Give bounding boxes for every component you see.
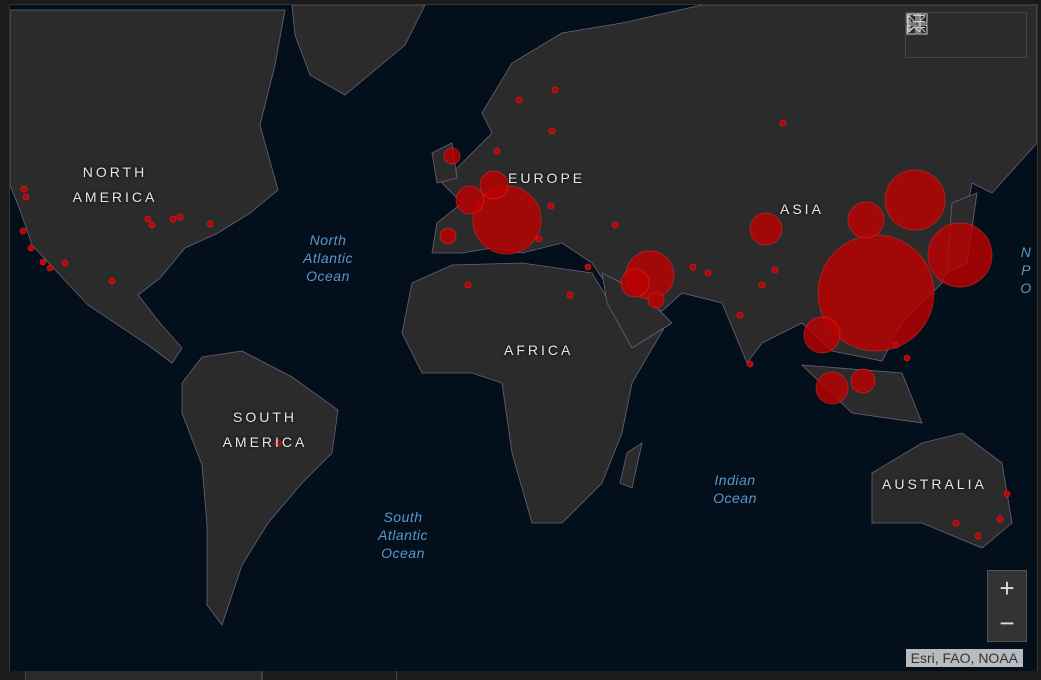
map-canvas[interactable] xyxy=(10,5,1037,671)
case-marker[interactable] xyxy=(974,532,982,540)
case-marker[interactable] xyxy=(443,147,461,165)
case-marker[interactable] xyxy=(464,281,472,289)
case-marker[interactable] xyxy=(903,354,911,362)
case-marker[interactable] xyxy=(169,215,177,223)
case-marker[interactable] xyxy=(176,213,184,221)
case-marker[interactable] xyxy=(847,201,885,239)
north-america-landmass xyxy=(10,9,286,364)
case-marker[interactable] xyxy=(548,127,556,135)
label-text: NORTH AMERICA xyxy=(72,164,158,205)
case-marker[interactable] xyxy=(479,170,509,200)
case-marker[interactable] xyxy=(927,222,993,288)
label-text: SOUTH AMERICA xyxy=(222,409,308,450)
case-marker[interactable] xyxy=(620,268,650,298)
bottom-panel-strip xyxy=(0,671,1041,680)
label-north-atlantic: North Atlantic Ocean xyxy=(303,232,353,284)
label-south-america: SOUTH AMERICA xyxy=(210,405,320,455)
label-australia: AUSTRALIA xyxy=(882,476,987,492)
case-marker[interactable] xyxy=(815,371,849,405)
case-marker[interactable] xyxy=(584,263,592,271)
bottom-tab[interactable] xyxy=(25,671,262,680)
case-marker[interactable] xyxy=(736,311,744,319)
case-marker[interactable] xyxy=(39,258,47,266)
case-marker[interactable] xyxy=(611,221,619,229)
case-marker[interactable] xyxy=(749,212,783,246)
case-marker[interactable] xyxy=(850,368,876,394)
label-north-america: NORTH AMERICA xyxy=(55,160,175,210)
label-africa: AFRICA xyxy=(504,342,574,358)
case-marker[interactable] xyxy=(148,221,156,229)
label-europe: EUROPE xyxy=(508,170,586,186)
label-indian-ocean: Indian Ocean xyxy=(713,472,757,506)
case-marker[interactable] xyxy=(144,215,152,223)
case-marker[interactable] xyxy=(455,185,485,215)
case-marker[interactable] xyxy=(996,515,1004,523)
case-marker[interactable] xyxy=(771,266,779,274)
case-marker[interactable] xyxy=(493,147,501,155)
case-marker[interactable] xyxy=(274,439,282,447)
case-marker[interactable] xyxy=(779,119,787,127)
case-marker[interactable] xyxy=(515,96,523,104)
label-south-atlantic: South Atlantic Ocean xyxy=(378,509,428,561)
legend-button[interactable] xyxy=(906,13,981,50)
case-marker[interactable] xyxy=(551,86,559,94)
case-marker[interactable] xyxy=(439,227,457,245)
case-marker[interactable] xyxy=(27,244,35,252)
case-marker[interactable] xyxy=(206,220,214,228)
zoom-control: + − xyxy=(987,570,1027,642)
case-marker[interactable] xyxy=(689,263,697,271)
label-asia: ASIA xyxy=(780,201,824,217)
case-marker[interactable] xyxy=(108,277,116,285)
basemap-gallery-button[interactable] xyxy=(906,13,1021,50)
case-marker[interactable] xyxy=(46,264,54,272)
zoom-in-button[interactable]: + xyxy=(999,573,1015,603)
world-map[interactable]: NORTH AMERICA SOUTH AMERICA EUROPE ASIA … xyxy=(9,4,1038,672)
case-marker[interactable] xyxy=(746,360,754,368)
map-toolbar xyxy=(905,12,1027,58)
case-marker[interactable] xyxy=(566,291,574,299)
africa-landmass xyxy=(401,262,668,524)
map-attribution: Esri, FAO, NOAA xyxy=(905,649,1023,667)
case-marker[interactable] xyxy=(952,519,960,527)
case-marker[interactable] xyxy=(1003,490,1011,498)
zoom-out-button[interactable]: − xyxy=(999,608,1015,638)
madagascar-landmass xyxy=(619,442,643,489)
case-marker[interactable] xyxy=(19,227,27,235)
case-marker[interactable] xyxy=(704,269,712,277)
case-marker[interactable] xyxy=(22,193,30,201)
case-marker[interactable] xyxy=(547,202,555,210)
label-north-pacific: N P O xyxy=(1020,244,1032,296)
case-marker[interactable] xyxy=(884,169,946,231)
bottom-tab[interactable] xyxy=(262,671,397,680)
greenland-landmass xyxy=(291,5,426,96)
case-marker[interactable] xyxy=(535,235,543,243)
case-marker[interactable] xyxy=(803,316,841,354)
south-america-landmass xyxy=(181,350,339,626)
case-marker[interactable] xyxy=(892,341,900,349)
case-marker[interactable] xyxy=(758,281,766,289)
basemap-gallery-icon xyxy=(906,13,928,35)
australia-landmass xyxy=(871,432,1013,549)
case-marker[interactable] xyxy=(647,291,665,309)
case-marker[interactable] xyxy=(20,185,28,193)
case-marker[interactable] xyxy=(61,259,69,267)
